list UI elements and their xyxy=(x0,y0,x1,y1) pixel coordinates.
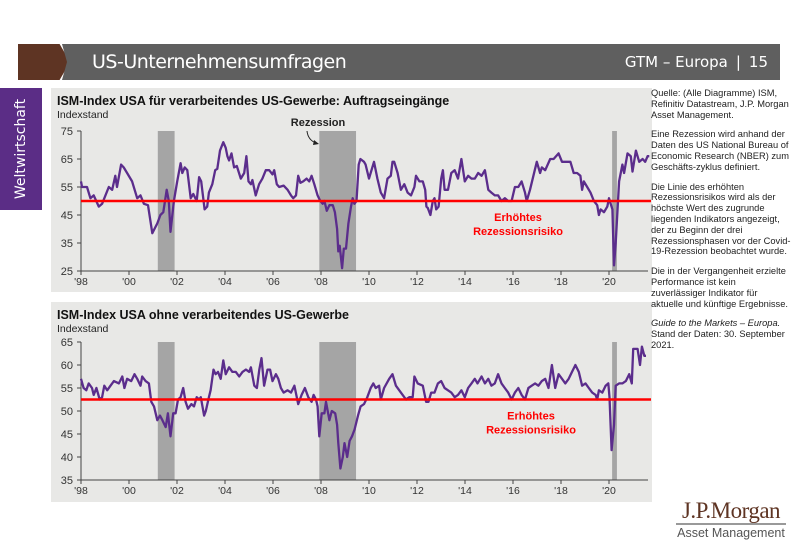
note-threshold: Die Linie des erhöhten Rezessionsrisikos… xyxy=(651,181,791,257)
y-tick-label: 55 xyxy=(61,383,73,395)
chart-non-manufacturing: 35 40 45 50 55 60 65 '98 '00 '02 '04 '06 '08 '10 '12 '1… xyxy=(61,337,651,497)
x-tick-label: '04 xyxy=(218,276,232,288)
note-footnote: Guide to the Markets – Europa. Stand der… xyxy=(651,318,791,350)
chart-title: ISM-Index USA für verarbeitendes US-Gewe… xyxy=(57,94,450,108)
note-source: Quelle: (Alle Diagramme) ISM, Refinitiv … xyxy=(651,88,789,120)
y-tick-label: 45 xyxy=(61,429,73,441)
x-tick-label: '98 xyxy=(74,485,88,497)
x-tick-label: '14 xyxy=(458,276,472,288)
recession-band xyxy=(157,342,175,480)
logo-sub: Asset Management xyxy=(677,526,785,540)
x-tick-label: '00 xyxy=(122,276,136,288)
footnote-text: Stand der Daten: 30. September 2021. xyxy=(651,329,785,350)
y-tick-label: 75 xyxy=(61,126,73,138)
x-tick-label: '08 xyxy=(314,276,328,288)
section-chevron xyxy=(18,44,70,80)
x-tick-label: '06 xyxy=(266,276,280,288)
series-line xyxy=(79,141,650,270)
chart-panel-non-manufacturing: ISM-Index USA ohne verarbeitendes US-Gew… xyxy=(51,302,652,502)
chart-manufacturing: 25 35 45 55 65 75 '98 '00 '02 '04 '06 '08 '10 '12 '14 '… xyxy=(61,117,651,288)
side-tab-label: Weltwirtschaft xyxy=(13,98,29,200)
note-recession: Eine Rezession wird anhand der Daten des… xyxy=(651,129,789,172)
x-tick-label: '14 xyxy=(458,485,472,497)
notes: Quelle: (Alle Diagramme) ISM, Refinitiv … xyxy=(651,88,791,360)
x-tick-label: '20 xyxy=(602,276,616,288)
y-tick-label: 40 xyxy=(61,452,73,464)
jpmorgan-logo: J.P.Morgan Asset Management xyxy=(676,499,786,540)
x-tick-label: '98 xyxy=(74,276,88,288)
series-label: GTM – Europa xyxy=(624,53,728,71)
logo-name: J.P.Morgan xyxy=(676,499,786,525)
x-tick-label: '18 xyxy=(554,276,568,288)
recession-label: Rezession xyxy=(291,117,346,129)
y-tick-label: 65 xyxy=(61,154,73,166)
x-tick-label: '16 xyxy=(506,485,520,497)
x-tick-label: '02 xyxy=(170,485,184,497)
note-disclaimer: Die in der Vergangenheit erzielte Perfor… xyxy=(651,266,788,309)
threshold-label: Rezessionsrisiko xyxy=(486,425,576,437)
y-tick-label: 60 xyxy=(61,360,73,372)
y-tick-label: 55 xyxy=(61,182,73,194)
chart-title: ISM-Index USA ohne verarbeitendes US-Gew… xyxy=(57,308,349,322)
x-tick-label: '12 xyxy=(410,485,424,497)
header-bar xyxy=(62,44,780,80)
y-tick-label: 50 xyxy=(61,406,73,418)
x-tick-label: '12 xyxy=(410,276,424,288)
y-tick-label: 35 xyxy=(61,238,73,250)
y-tick-label: 45 xyxy=(61,210,73,222)
page-title: US-Unternehmensumfragen xyxy=(92,51,347,73)
x-tick-label: '18 xyxy=(554,485,568,497)
threshold-label: Rezessionsrisiko xyxy=(473,226,563,238)
page-number: 15 xyxy=(748,53,768,71)
threshold-label: Erhöhtes xyxy=(507,411,555,423)
header-right: GTM – Europa | 15 xyxy=(625,53,768,71)
x-tick-label: '02 xyxy=(170,276,184,288)
chart-panel-manufacturing: ISM-Index USA für verarbeitendes US-Gewe… xyxy=(51,88,652,292)
x-tick-label: '08 xyxy=(314,485,328,497)
recession-arrowhead xyxy=(313,140,319,145)
y-tick-label: 25 xyxy=(61,266,73,278)
x-tick-label: '04 xyxy=(218,485,232,497)
x-tick-label: '10 xyxy=(362,276,376,288)
series-line xyxy=(79,345,646,470)
threshold-label: Erhöhtes xyxy=(494,212,542,224)
x-tick-label: '20 xyxy=(602,485,616,497)
x-tick-label: '00 xyxy=(122,485,136,497)
x-tick-label: '06 xyxy=(266,485,280,497)
chart-ylabel: Indexstand xyxy=(57,109,109,121)
y-tick-label: 65 xyxy=(61,337,73,349)
separator: | xyxy=(735,53,741,71)
side-tab: Weltwirtschaft xyxy=(0,88,42,210)
chart-ylabel: Indexstand xyxy=(57,323,109,335)
x-tick-label: '16 xyxy=(506,276,520,288)
x-tick-label: '10 xyxy=(362,485,376,497)
footnote-italic: Guide to the Markets – Europa. xyxy=(651,318,781,329)
y-tick-label: 35 xyxy=(61,475,73,487)
